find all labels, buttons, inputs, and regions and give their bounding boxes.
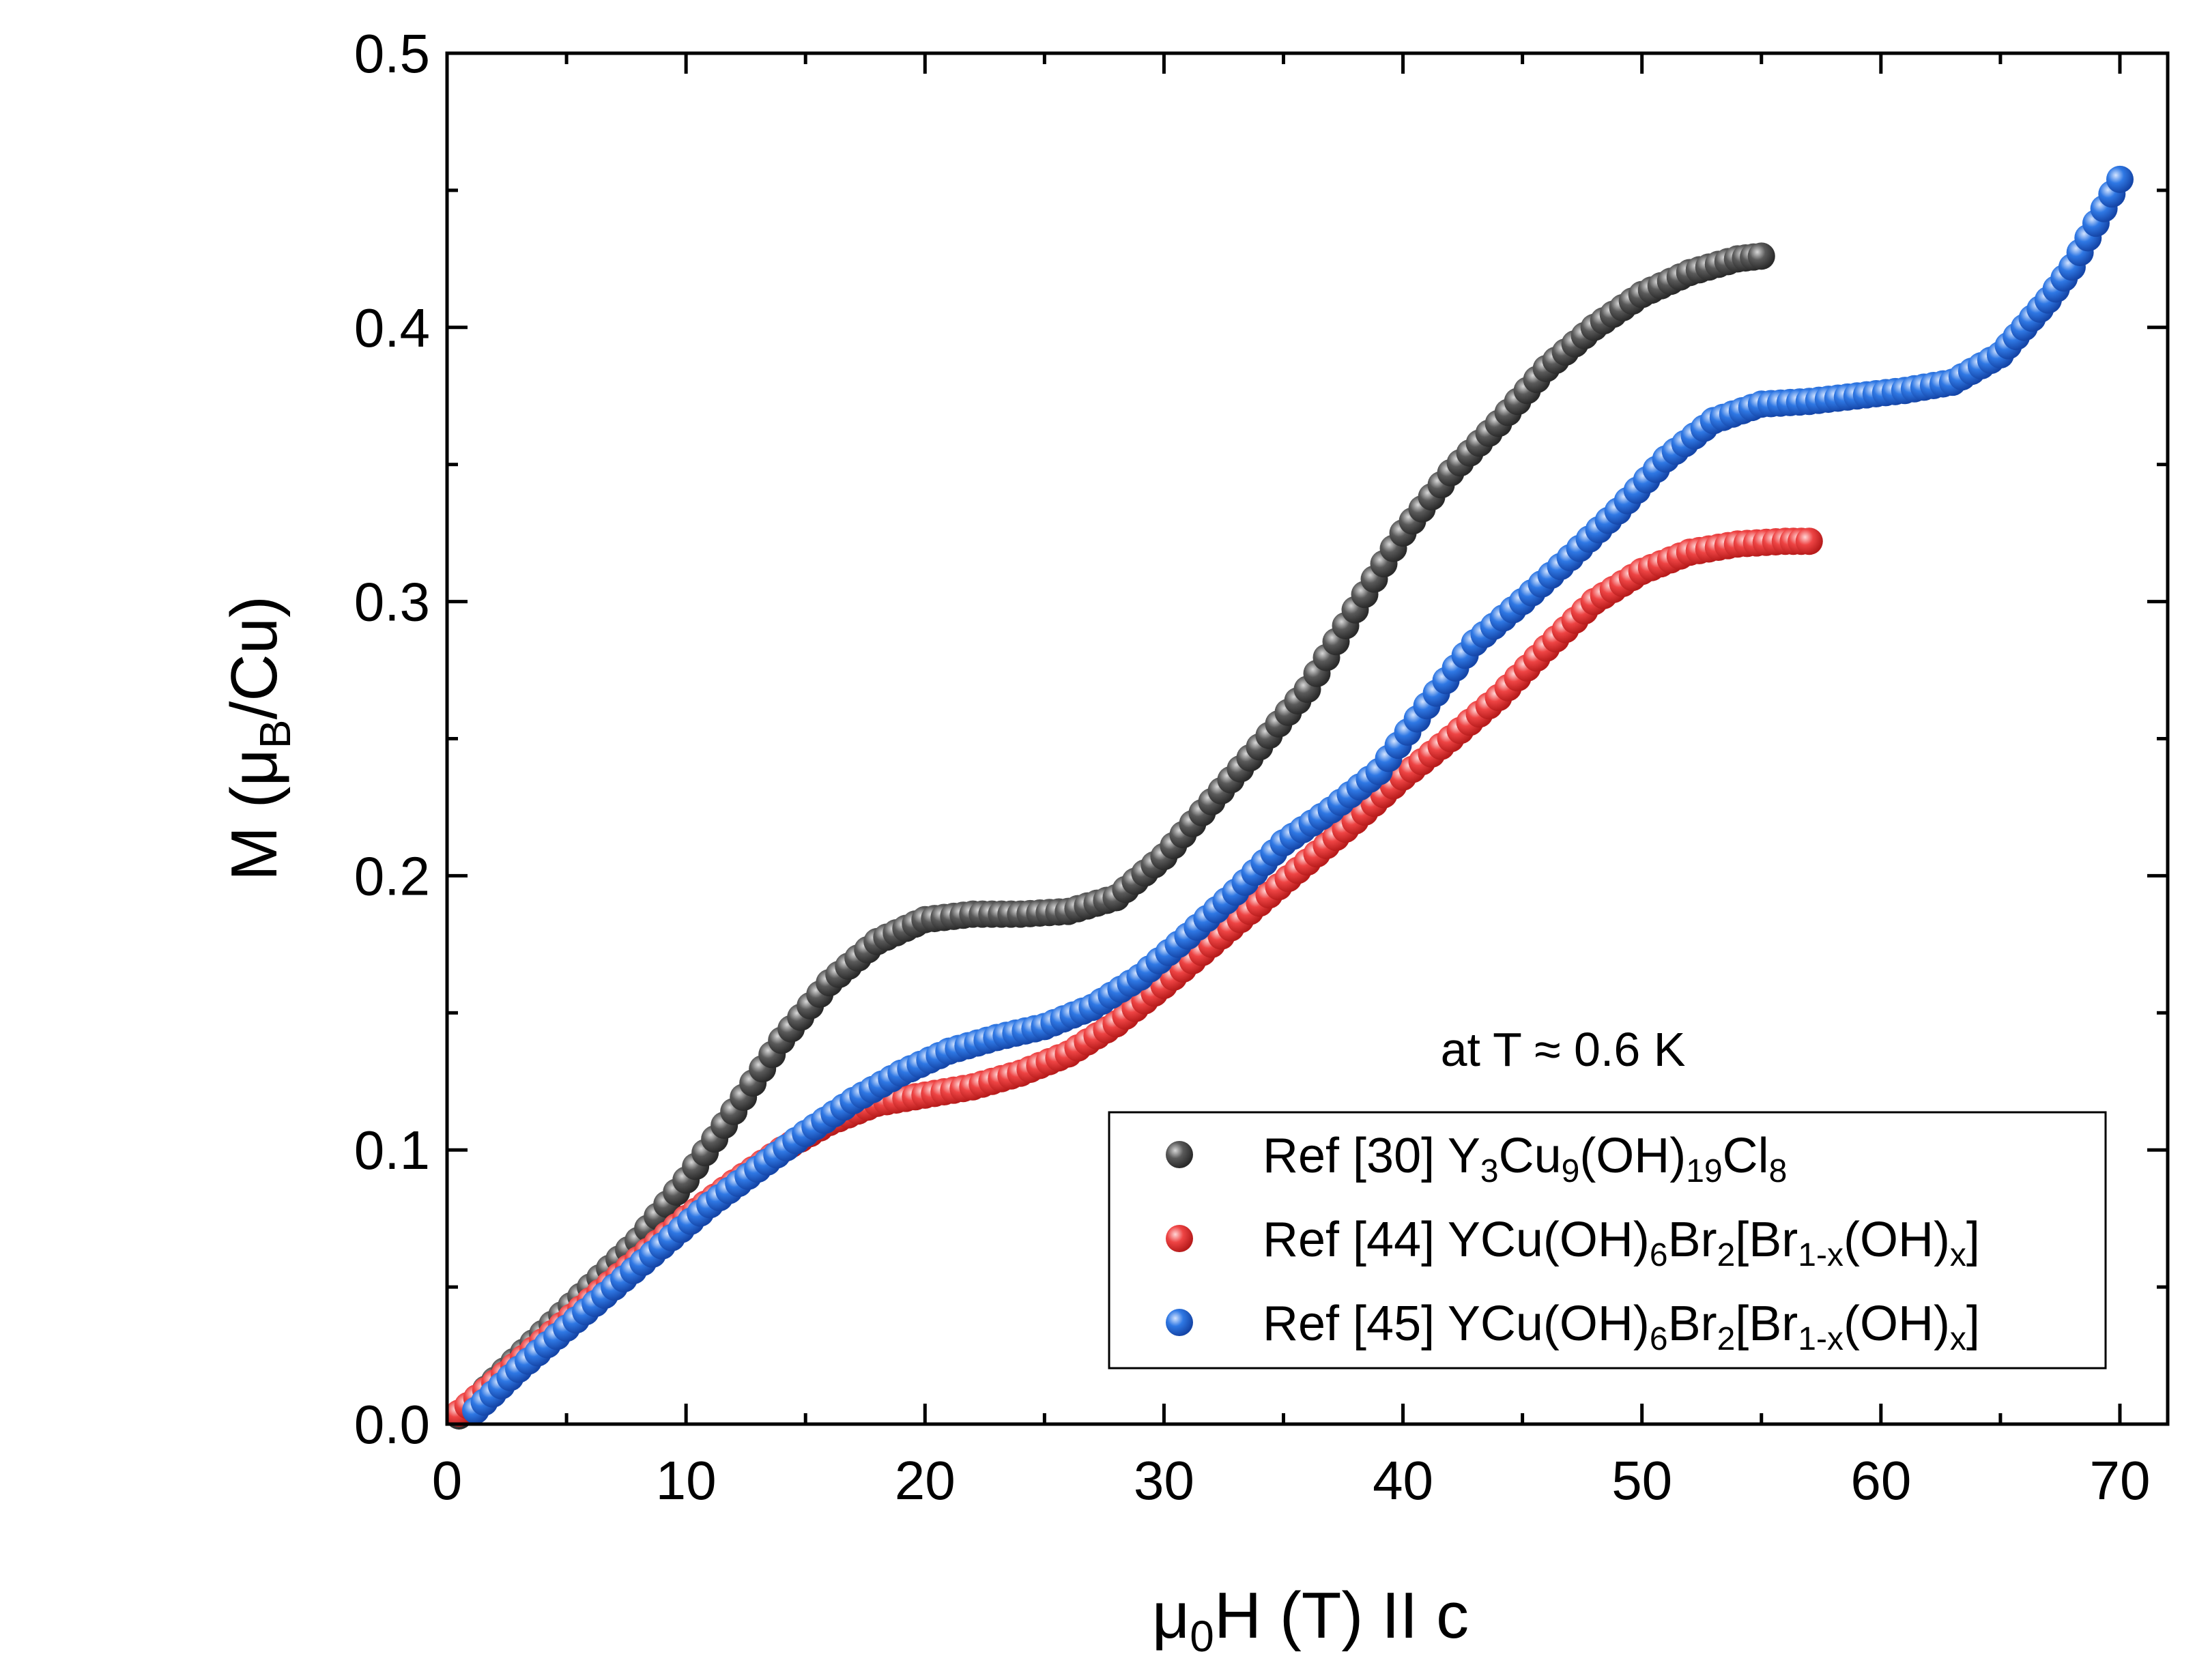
series-0 [445,242,1775,1430]
plot-frame [445,51,2170,1426]
legend-marker [1166,1141,1193,1168]
legend-label: Ref [45] YCu(OH)6Br2[Br1-x(OH)x] [1263,1297,1980,1357]
x-tick-label: 40 [1373,1450,1433,1511]
x-axis-label: μ0H (T) II c [1152,1579,1469,1661]
x-axis-label-subscript: 0 [1190,1612,1214,1661]
y-tick-label: 0.5 [354,23,430,84]
data-point [1747,242,1775,270]
legend-entries: Ref [30] Y3Cu9(OH)19Cl8 Ref [44] YCu(OH)6… [1166,1129,1980,1357]
x-tick-labels: 0 10 20 30 40 50 60 70 [432,1450,2151,1511]
data-points [445,165,2134,1430]
legend-marker [1166,1225,1193,1252]
axis-ticks [445,51,2168,1426]
legend: Ref [30] Y3Cu9(OH)19Cl8 Ref [44] YCu(OH)6… [1108,1111,2107,1370]
series-2 [462,165,2134,1424]
x-tick-label: 20 [895,1450,956,1511]
legend-label: Ref [30] Y3Cu9(OH)19Cl8 [1263,1129,1787,1189]
legend-box [1108,1111,2107,1370]
y-tick-labels: 0.0 0.1 0.2 0.3 0.4 0.5 [354,23,430,1455]
y-tick-label: 0.1 [354,1120,430,1181]
y-axis-label-subscript: B [250,719,300,749]
data-point [1795,527,1823,555]
legend-marker [1166,1309,1193,1336]
y-axis-label: M (μB/Cu) [218,596,300,881]
data-point [2106,165,2134,193]
legend-label: Ref [44] YCu(OH)6Br2[Br1-x(OH)x] [1263,1213,1980,1273]
x-tick-label: 10 [656,1450,717,1511]
y-tick-label: 0.4 [354,298,430,358]
y-tick-label: 0.3 [354,572,430,633]
y-tick-label: 0.0 [354,1394,430,1455]
temperature-annotation: at T ≈ 0.6 K [1441,1023,1686,1076]
y-tick-label: 0.2 [354,845,430,906]
x-tick-label: 50 [1611,1450,1672,1511]
x-tick-label: 30 [1134,1450,1194,1511]
x-tick-label: 60 [1850,1450,1911,1511]
x-tick-label: 70 [2089,1450,2150,1511]
x-tick-label: 0 [432,1450,463,1511]
